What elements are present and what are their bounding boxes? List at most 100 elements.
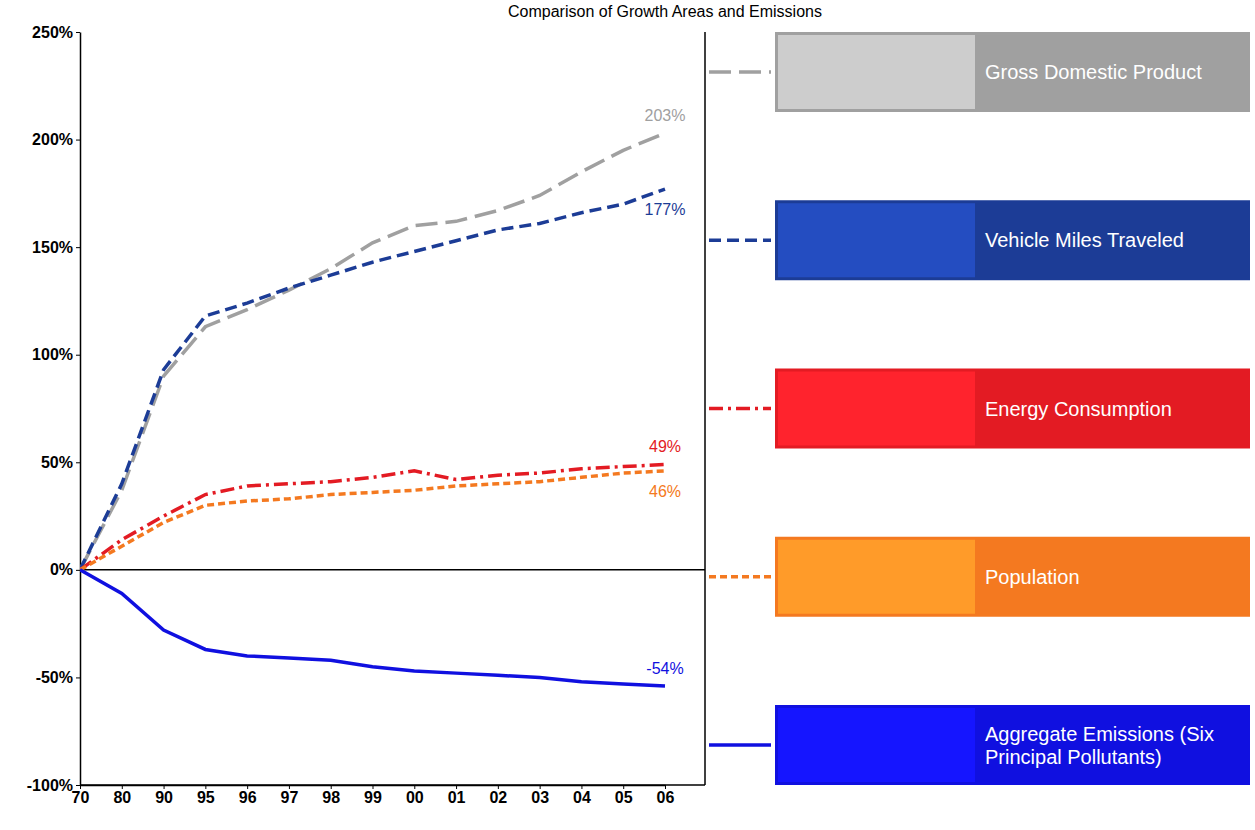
legend: Gross Domestic Product Vehicle Miles Trav…	[709, 32, 1250, 785]
y-tick-label: 250%	[32, 24, 73, 41]
y-tick-label: 150%	[32, 239, 73, 256]
x-tick-label: 90	[155, 789, 173, 806]
y-tick-mark	[76, 462, 80, 463]
x-tick: 05	[615, 785, 633, 806]
x-tick: 96	[239, 785, 257, 806]
y-tick-mark	[76, 355, 80, 356]
data-label: 46%	[649, 483, 681, 500]
x-tick: 01	[448, 785, 466, 806]
y-tick-label: -50%	[36, 669, 73, 686]
legend-label: Energy Consumption	[985, 398, 1172, 420]
x-tick-label: 01	[448, 789, 466, 806]
x-tick: 95	[197, 785, 215, 806]
x-tick: 98	[322, 785, 340, 806]
series-line	[80, 471, 665, 570]
data-label: 49%	[649, 438, 681, 455]
legend-line-sample	[709, 239, 771, 243]
y-tick-mark	[76, 570, 80, 571]
x-tick: 90	[155, 785, 173, 806]
data-label: 203%	[645, 107, 686, 124]
y-tick: 200%	[32, 131, 80, 148]
y-tick-label: 100%	[32, 346, 73, 363]
series-line	[80, 133, 665, 570]
page: {"chart_data": { "type": "line", "title"…	[0, 0, 1255, 830]
legend-picture	[778, 35, 975, 109]
y-tick-mark	[76, 140, 80, 141]
y-tick-mark	[76, 785, 80, 786]
legend-box	[775, 537, 1250, 617]
x-tick-label: 99	[364, 789, 382, 806]
chart-title: Comparison of Growth Areas and Emissions	[508, 3, 822, 20]
series-line	[80, 189, 665, 570]
legend-picture	[778, 203, 975, 277]
legend-entry: Energy Consumption	[709, 369, 1250, 449]
legend-label: Vehicle Miles Traveled	[985, 229, 1184, 251]
y-axis: -100% -50% 0% 50% 100% 150% 200% 250%	[27, 24, 81, 794]
x-tick-label: 98	[322, 789, 340, 806]
data-label: -54%	[646, 660, 683, 677]
legend-line-sample	[709, 70, 771, 74]
legend-label: Aggregate Emissions (SixPrincipal Pollut…	[985, 723, 1214, 768]
x-tick: 03	[531, 785, 549, 806]
legend-entry: Aggregate Emissions (SixPrincipal Pollut…	[709, 705, 1250, 785]
y-tick-mark	[76, 677, 80, 678]
y-tick: 150%	[32, 239, 80, 256]
x-tick: 02	[489, 785, 507, 806]
y-tick: 0%	[50, 561, 80, 578]
x-axis: 70 80 90 95 96 97 98 99 00 01 02 03 04 05 06	[72, 785, 675, 806]
x-tick-label: 00	[406, 789, 424, 806]
y-tick-label: 50%	[41, 454, 73, 471]
y-tick-label: 200%	[32, 131, 73, 148]
x-tick-label: 95	[197, 789, 215, 806]
zero-line	[80, 569, 705, 571]
x-tick-label: 70	[72, 789, 90, 806]
legend-label: Population	[985, 566, 1080, 588]
x-tick-label: 02	[489, 789, 507, 806]
legend-line-sample	[709, 407, 771, 411]
x-tick: 97	[281, 785, 299, 806]
y-tick-label: 0%	[50, 561, 73, 578]
x-tick-label: 06	[657, 789, 675, 806]
legend-picture	[778, 540, 975, 614]
x-tick-label: 03	[531, 789, 549, 806]
legend-box	[775, 32, 1250, 112]
x-tick-label: 04	[573, 789, 591, 806]
y-tick-mark	[76, 247, 80, 248]
legend-entry: Gross Domestic Product	[709, 32, 1250, 112]
plot-frame-bottom	[80, 784, 705, 786]
x-tick-label: 05	[615, 789, 633, 806]
y-tick: 250%	[32, 24, 80, 41]
series-line	[80, 570, 665, 686]
x-tick: 00	[406, 785, 424, 806]
legend-entry: Vehicle Miles Traveled	[709, 200, 1250, 280]
series-line	[80, 464, 665, 569]
x-tick: 80	[113, 785, 131, 806]
x-tick: 99	[364, 785, 382, 806]
legend-box	[775, 705, 1250, 785]
y-tick: 100%	[32, 346, 80, 363]
x-tick: 70	[72, 785, 90, 806]
y-tick: -50%	[36, 669, 80, 686]
legend-line-sample	[709, 743, 771, 747]
y-tick-mark	[76, 32, 80, 33]
legend-label: Gross Domestic Product	[985, 61, 1202, 83]
data-label: 177%	[645, 201, 686, 218]
legend-picture	[778, 708, 975, 782]
x-tick: 06	[657, 785, 675, 806]
x-tick-label: 96	[239, 789, 257, 806]
chart: Comparison of Growth Areas and Emissions…	[0, 0, 1255, 830]
x-tick-label: 97	[281, 789, 299, 806]
y-tick: 50%	[41, 454, 80, 471]
x-tick-label: 80	[113, 789, 131, 806]
x-tick: 04	[573, 785, 591, 806]
legend-picture	[778, 372, 975, 446]
legend-box	[775, 200, 1250, 280]
data-labels: 203% 177% 49% 46% -54%	[645, 107, 686, 677]
plot-frame-right	[704, 32, 706, 785]
y-tick-label: -100%	[27, 777, 73, 794]
legend-entry: Population	[709, 537, 1250, 617]
plot-lines	[80, 133, 665, 686]
legend-box	[775, 369, 1250, 449]
y-axis-line	[80, 33, 82, 786]
legend-line-sample	[709, 575, 771, 579]
